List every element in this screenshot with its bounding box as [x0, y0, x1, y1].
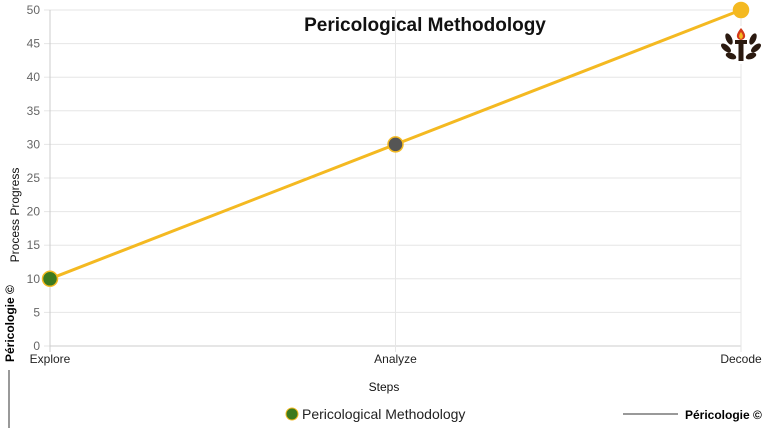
torch-laurel-emblem-icon — [721, 26, 761, 64]
y-tick-label: 25 — [27, 171, 41, 185]
y-axis-ticks: 0 5 10 15 20 25 30 35 40 45 50 — [27, 3, 41, 353]
x-category-label: Analyze — [374, 352, 417, 366]
legend: Pericological Methodology — [285, 406, 465, 422]
data-point — [41, 270, 59, 288]
y-tick-label: 10 — [27, 272, 41, 286]
y-tick-label: 35 — [27, 104, 41, 118]
y-tick-label: 20 — [27, 205, 41, 219]
y-tick-label: 0 — [33, 339, 40, 353]
vertical-watermark: Péricologie © — [3, 285, 17, 362]
legend-label: Pericological Methodology — [302, 406, 465, 422]
series-layer — [41, 1, 750, 288]
y-axis-title: Process Progress — [8, 168, 22, 263]
legend-marker — [285, 407, 299, 421]
grid-lines — [44, 9, 742, 352]
data-point — [732, 1, 750, 19]
y-tick-label: 15 — [27, 238, 41, 252]
chart-title: Pericological Methodology — [304, 15, 546, 36]
y-tick-label: 40 — [27, 70, 41, 84]
bottom-watermark: Péricologie © — [685, 408, 762, 422]
x-axis-title: Steps — [369, 380, 400, 394]
data-point — [387, 136, 404, 153]
y-tick-label: 45 — [27, 37, 41, 51]
x-category-label: Decode — [720, 352, 762, 366]
y-tick-label: 5 — [33, 305, 40, 319]
x-axis-categories: Explore Analyze Decode — [30, 352, 762, 366]
y-tick-label: 30 — [27, 137, 41, 151]
y-tick-label: 50 — [27, 3, 41, 17]
x-category-label: Explore — [30, 352, 71, 366]
